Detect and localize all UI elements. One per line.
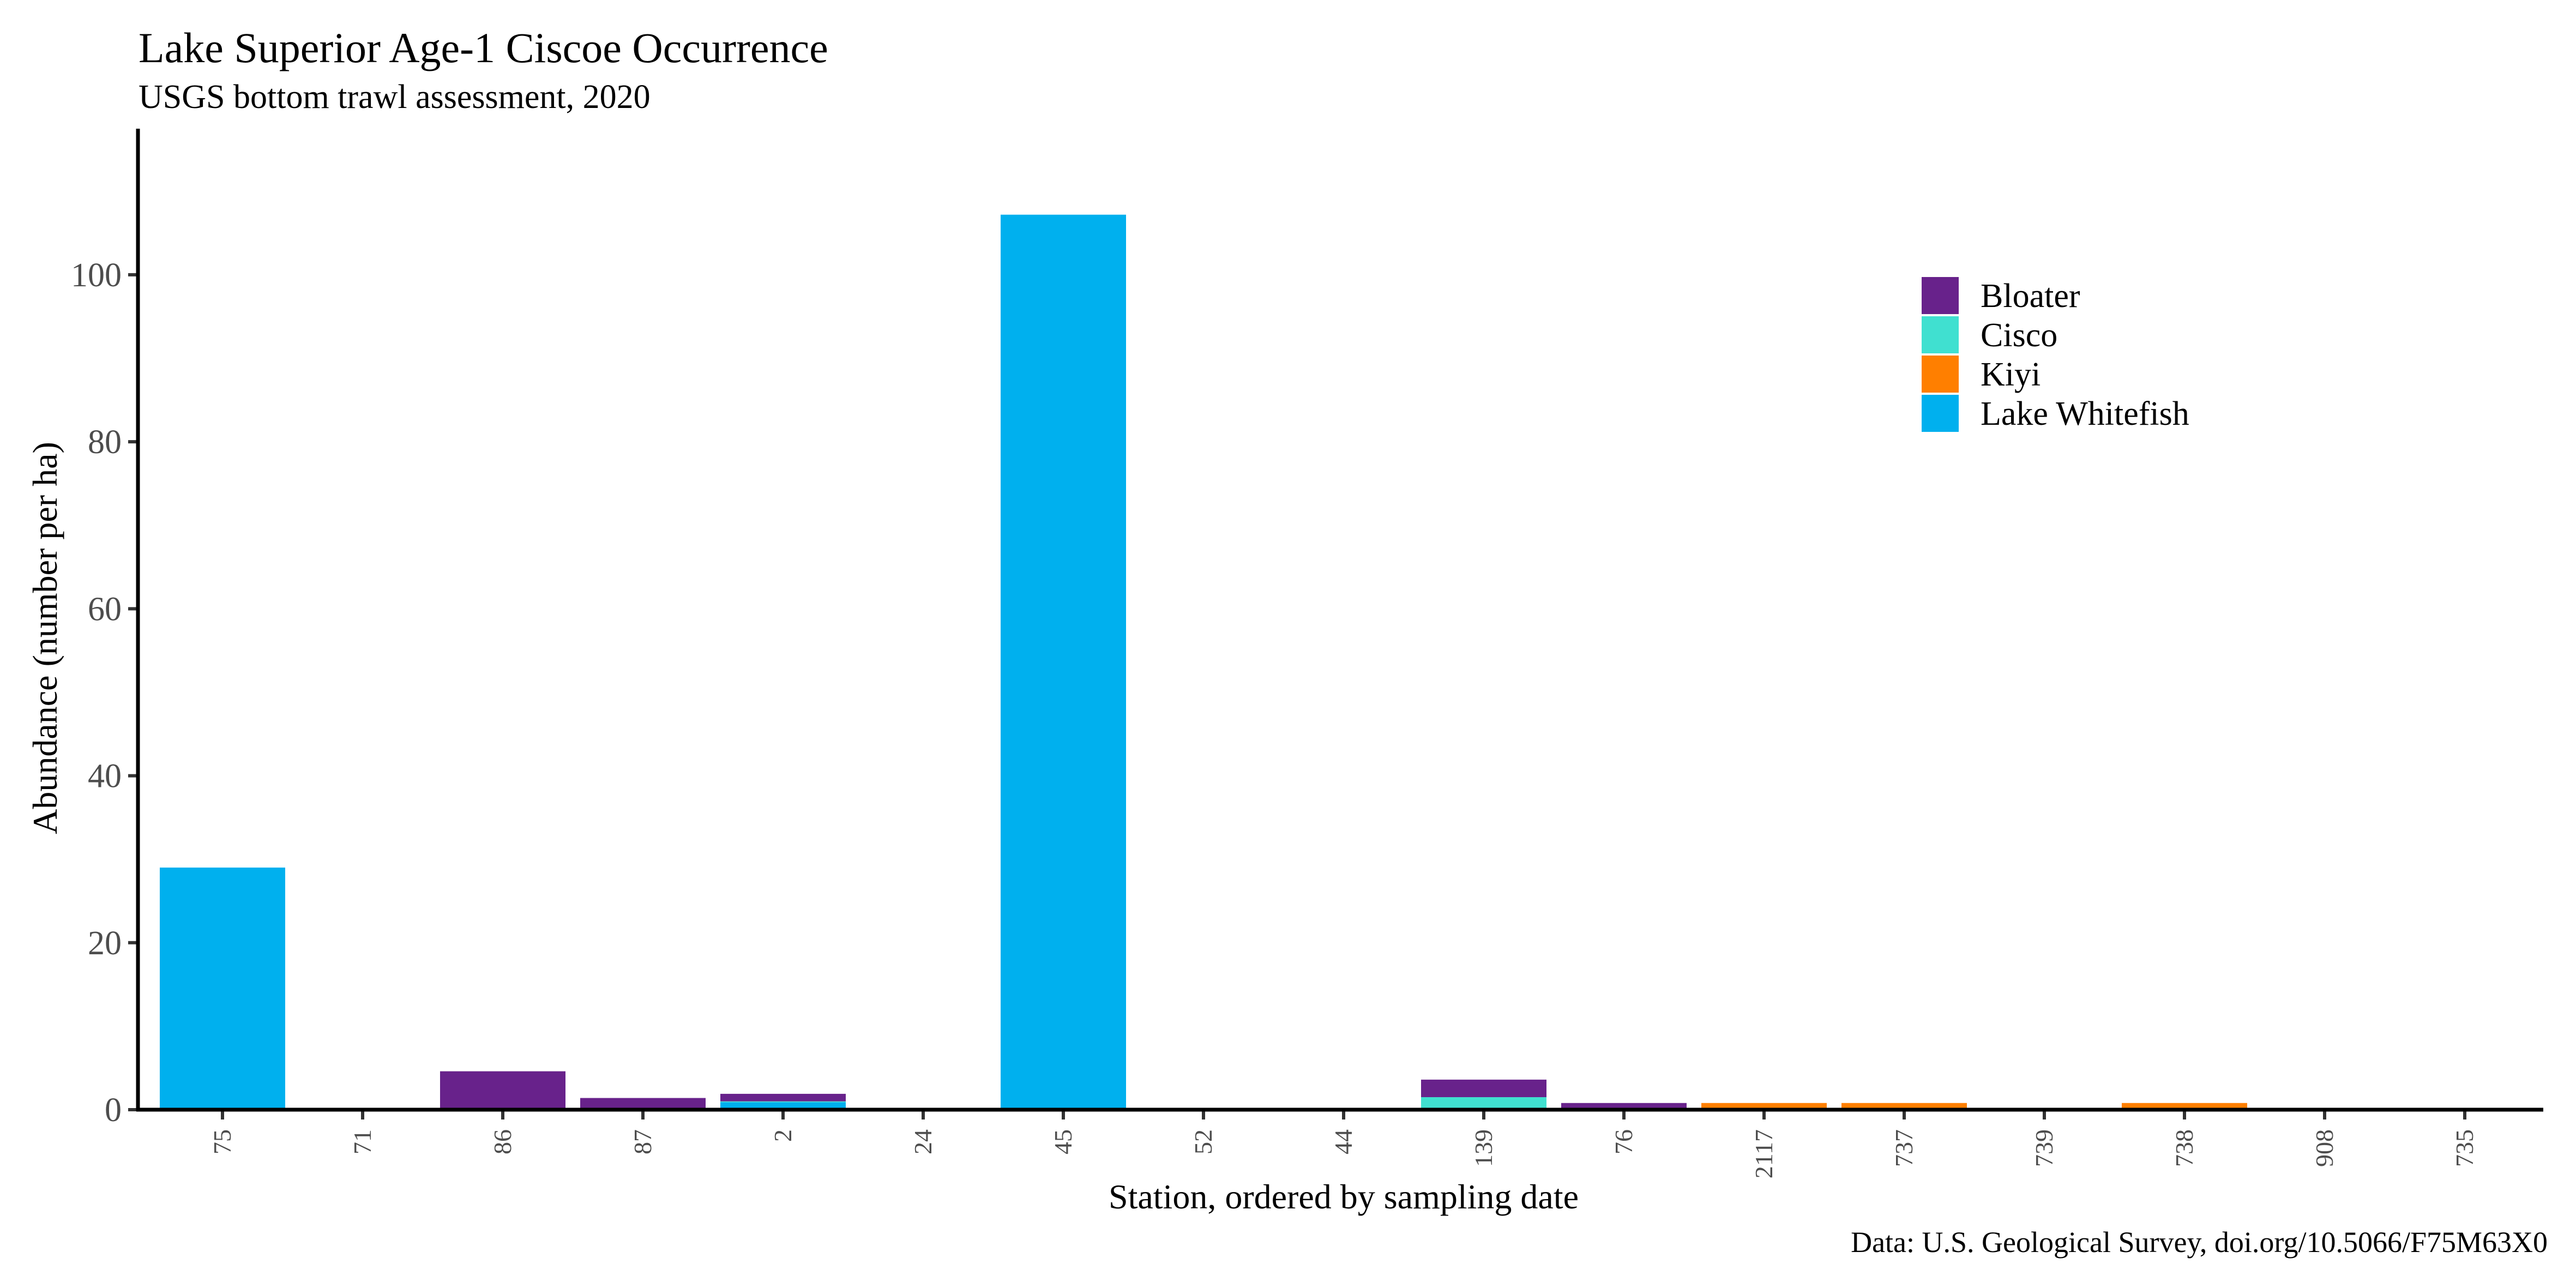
x-axis-title: Station, ordered by sampling date: [1109, 1177, 1579, 1216]
y-ticks-group: 0 20 40 60 80 100: [71, 257, 138, 1129]
chart-subtitle: USGS bottom trawl assessment, 2020: [139, 79, 651, 116]
x-tick-label-139: 139: [1470, 1129, 1497, 1167]
bar-bloater-station-139: [1421, 1079, 1546, 1098]
x-tick-label-24: 24: [909, 1129, 937, 1154]
legend-swatch-lake-whitefish: [1922, 395, 1959, 432]
x-tick-label-75: 75: [208, 1129, 236, 1154]
legend-swatch-cisco: [1922, 316, 1959, 353]
bar-bloater-station-87: [580, 1098, 706, 1110]
bar-cisco-station-2: [720, 1101, 846, 1103]
x-ticks-group: 75 71 86 87 2 24 45 52 44 139 76 2117 737 739 738 908 73…: [208, 1110, 2478, 1178]
x-tick-label-2117: 2117: [1750, 1129, 1778, 1178]
bar-cisco-station-139: [1421, 1097, 1546, 1110]
y-axis-title: Abundance (number per ha): [26, 442, 64, 834]
legend-label-kiyi: Kiyi: [1981, 356, 2041, 393]
x-tick-label-738: 738: [2170, 1129, 2198, 1167]
x-tick-label-908: 908: [2310, 1129, 2338, 1167]
bars-group: [160, 214, 2247, 1110]
x-tick-label-737: 737: [1890, 1129, 1918, 1167]
x-tick-label-52: 52: [1189, 1129, 1217, 1154]
bar-lake-whitefish-station-45: [1001, 214, 1126, 1110]
x-tick-label-45: 45: [1049, 1129, 1077, 1154]
x-tick-label-86: 86: [489, 1129, 516, 1154]
x-tick-label-87: 87: [629, 1129, 657, 1154]
x-tick-label-2: 2: [769, 1129, 797, 1142]
chart-caption: Data: U.S. Geological Survey, doi.org/10…: [1851, 1226, 2548, 1259]
bar-bloater-station-2: [720, 1093, 846, 1102]
y-tick-label-100: 100: [71, 257, 122, 294]
x-tick-label-735: 735: [2451, 1129, 2478, 1167]
bar-bloater-station-86: [440, 1071, 565, 1110]
y-tick-label-0: 0: [105, 1092, 122, 1129]
y-tick-label-80: 80: [88, 424, 122, 461]
x-tick-label-44: 44: [1329, 1129, 1357, 1154]
legend-swatch-kiyi: [1922, 356, 1959, 393]
y-tick-label-60: 60: [88, 591, 122, 628]
x-tick-label-71: 71: [348, 1129, 376, 1154]
legend-label-lake-whitefish: Lake Whitefish: [1981, 395, 2189, 432]
bar-lake-whitefish-station-75: [160, 867, 285, 1110]
legend-swatch-bloater: [1922, 277, 1959, 314]
legend-label-bloater: Bloater: [1981, 278, 2080, 315]
legend-label-cisco: Cisco: [1981, 317, 2057, 354]
y-tick-label-20: 20: [88, 925, 122, 962]
x-tick-label-76: 76: [1610, 1129, 1638, 1154]
chart-title: Lake Superior Age-1 Ciscoe Occurrence: [139, 24, 828, 71]
x-tick-label-739: 739: [2030, 1129, 2058, 1167]
y-tick-label-40: 40: [88, 758, 122, 795]
